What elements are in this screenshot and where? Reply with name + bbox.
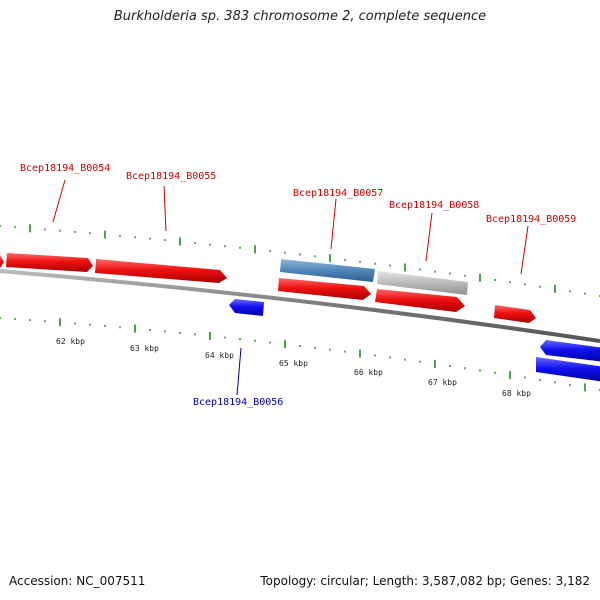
gene-track [0,253,600,382]
gene-arrow-b0059[interactable] [494,305,536,323]
gene-arrow-b0056[interactable] [229,299,264,316]
gene-labels: Bcep18194_B0054 Bcep18194_B0055 Bcep1819… [20,163,576,408]
scale-label-67kbp: 67 kbp [428,378,457,387]
inner-tick-track [0,317,600,392]
gene-arrow-g1[interactable] [0,255,4,268]
gene-label-b0058[interactable]: Bcep18194_B0058 [389,200,479,211]
gene-label-b0057[interactable]: Bcep18194_B0057 [293,188,383,199]
gene-arrow-g9[interactable] [536,357,600,382]
gene-arrow-b0055[interactable] [95,259,227,283]
gene-label-b0054[interactable]: Bcep18194_B0054 [20,163,110,174]
scale-label-68kbp: 68 kbp [502,389,531,398]
accession-text: Accession: NC_007511 [9,574,146,588]
scale-labels: 62 kbp 63 kbp 64 kbp 65 kbp 66 kbp 67 kb… [56,337,531,398]
gene-label-b0055[interactable]: Bcep18194_B0055 [126,171,216,182]
gene-arrow-b0057[interactable] [278,278,371,300]
scale-label-64kbp: 64 kbp [205,351,234,360]
gene-arrow-b0058-pseudo[interactable] [377,271,468,295]
gene-arrow-b0058[interactable] [375,289,465,312]
gene-arrow-b0057-highlight[interactable] [280,259,375,282]
topology-summary: Topology: circular; Length: 3,587,082 bp… [260,574,590,588]
label-leaders [52,179,529,396]
chromosome-backbone [0,269,600,343]
map-title: Burkholderia sp. 383 chromosome 2, compl… [113,9,487,24]
scale-label-65kbp: 65 kbp [279,359,308,368]
gene-arrow-g8[interactable] [540,340,600,362]
scale-label-63kbp: 63 kbp [130,344,159,353]
scale-label-62kbp: 62 kbp [56,337,85,346]
gene-label-b0056[interactable]: Bcep18194_B0056 [193,397,283,408]
gene-arrow-b0054[interactable] [6,253,93,272]
gene-label-b0059[interactable]: Bcep18194_B0059 [486,214,576,225]
scale-label-66kbp: 66 kbp [354,368,383,377]
outer-tick-track [0,224,600,297]
